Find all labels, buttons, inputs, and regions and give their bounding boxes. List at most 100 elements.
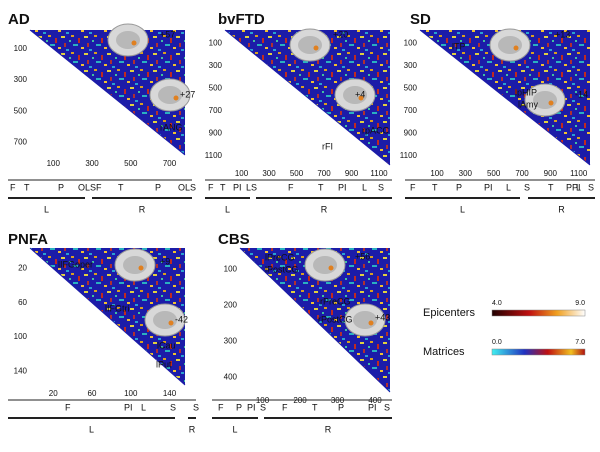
region-label: T: [220, 182, 226, 192]
hemisphere-label: L: [460, 204, 465, 214]
diagonal: [29, 29, 186, 156]
y-tick-label: 100: [224, 265, 238, 274]
region-label: PI: [233, 182, 242, 192]
region-label: F: [208, 182, 214, 192]
annotation: lIFGtri: [105, 303, 130, 313]
x-tick-label: 100: [430, 169, 444, 178]
x-tick-label: 900: [544, 169, 558, 178]
region-label: S: [193, 402, 199, 412]
x-tick-label: 200: [293, 396, 307, 405]
panel-title: PNFA: [8, 231, 48, 248]
y-tick-label: 700: [14, 138, 28, 147]
region-label: T: [24, 182, 30, 192]
region-label: S: [260, 402, 266, 412]
region-label: S: [588, 182, 594, 192]
annotation: +13: [555, 29, 570, 39]
y-tick-label: 100: [14, 332, 28, 341]
panel-title: SD: [410, 11, 431, 28]
x-tick-label: 500: [124, 159, 138, 168]
y-tick-label: 900: [209, 129, 223, 138]
annotation: +27: [180, 89, 195, 99]
region-label: L: [141, 402, 146, 412]
x-tick-label: 100: [256, 396, 270, 405]
diagonal: [419, 29, 591, 166]
region-label: L: [506, 182, 511, 192]
y-tick-label: 500: [209, 84, 223, 93]
x-tick-label: 100: [47, 159, 61, 168]
region-label: PI: [484, 182, 493, 192]
region-label: OLSF: [78, 182, 102, 192]
colorbar-max: 7.0: [575, 339, 585, 346]
annotation: +4: [355, 89, 365, 99]
epicenter-spot: [328, 265, 334, 271]
region-label: T: [118, 182, 124, 192]
region-label: F: [10, 182, 16, 192]
annotation: lIFGoper: [58, 259, 93, 269]
annotation: lPreCG: [265, 252, 295, 262]
region-label: PI: [247, 402, 256, 412]
annotation: -14: [575, 89, 588, 99]
brain-detail: [298, 36, 322, 54]
colorbar-min: 4.0: [492, 300, 502, 307]
y-tick-label: 900: [404, 129, 418, 138]
region-label: P: [236, 402, 242, 412]
region-label: P: [456, 182, 462, 192]
y-tick-label: 500: [404, 84, 418, 93]
x-tick-label: 100: [235, 169, 249, 178]
y-tick-label: 60: [18, 298, 27, 307]
epicenter-spot: [513, 45, 519, 51]
diagonal: [224, 29, 391, 166]
region-label: P: [58, 182, 64, 192]
region-label: LS: [246, 182, 257, 192]
annotation: rpACC: [362, 125, 390, 135]
y-tick-label: 700: [209, 106, 223, 115]
brain-detail: [353, 311, 377, 329]
y-tick-label: 20: [18, 264, 27, 273]
annotation: rPostCG: [318, 314, 353, 324]
epicenter-spot: [138, 265, 144, 271]
legend-box: [400, 225, 598, 450]
legend-label: Epicenters: [423, 307, 475, 319]
x-tick-label: 300: [331, 396, 345, 405]
x-tick-label: 500: [290, 169, 304, 178]
hemisphere-label: L: [225, 204, 230, 214]
annotation: +56: [355, 251, 370, 261]
hemisphere-label: R: [558, 204, 565, 214]
y-tick-label: 200: [224, 301, 238, 310]
x-tick-label: 1100: [370, 169, 388, 178]
region-label: F: [410, 182, 416, 192]
diagonal: [29, 247, 186, 386]
brain-detail: [153, 311, 177, 329]
y-tick-label: 300: [404, 61, 418, 70]
y-tick-label: 1100: [400, 151, 418, 160]
annotation: lPut: [156, 359, 172, 369]
brain-detail: [158, 86, 182, 104]
y-tick-label: 100: [14, 44, 28, 53]
annotation: rFI: [322, 141, 333, 151]
annotation: lCau: [157, 340, 176, 350]
annotation: lpHIP: [515, 87, 537, 97]
epicenter-spot: [168, 320, 174, 326]
y-tick-label: 700: [404, 106, 418, 115]
y-tick-label: 300: [14, 75, 28, 84]
x-tick-label: 140: [163, 389, 177, 398]
x-tick-label: 400: [368, 396, 382, 405]
region-label: PI: [124, 402, 133, 412]
annotation: +43: [375, 312, 390, 322]
region-label: PI: [338, 182, 347, 192]
brain-detail: [116, 31, 140, 49]
y-tick-label: 300: [224, 337, 238, 346]
x-tick-label: 300: [262, 169, 276, 178]
panel-title: bvFTD: [218, 11, 265, 28]
hemisphere-label: R: [139, 204, 146, 214]
hemisphere-label: L: [232, 424, 237, 434]
region-label: F: [65, 402, 71, 412]
diagonal: [239, 247, 391, 393]
epicenter-spot: [548, 100, 554, 106]
y-tick-label: 100: [404, 39, 418, 48]
x-tick-label: 300: [85, 159, 99, 168]
y-tick-label: 1100: [205, 151, 223, 160]
x-tick-label: 700: [163, 159, 177, 168]
region-label: S: [170, 402, 176, 412]
